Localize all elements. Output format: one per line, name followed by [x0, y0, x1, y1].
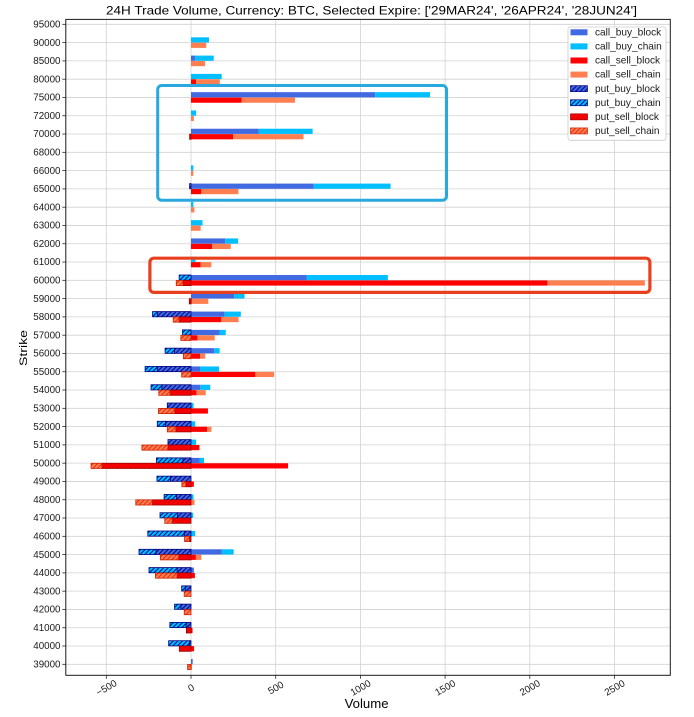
svg-text:61000: 61000	[33, 257, 61, 268]
svg-text:72000: 72000	[33, 111, 61, 122]
svg-text:45000: 45000	[33, 550, 61, 561]
svg-text:80000: 80000	[33, 74, 61, 85]
svg-text:68000: 68000	[33, 148, 61, 159]
svg-text:90000: 90000	[33, 38, 61, 49]
svg-text:39000: 39000	[33, 660, 61, 671]
svg-text:70000: 70000	[33, 129, 61, 140]
svg-text:95000: 95000	[33, 20, 61, 31]
svg-text:63000: 63000	[33, 221, 61, 232]
svg-text:call_buy_chain: call_buy_chain	[595, 41, 662, 52]
svg-text:62000: 62000	[33, 239, 61, 250]
svg-text:Strike: Strike	[18, 330, 30, 366]
svg-text:41000: 41000	[33, 623, 61, 634]
svg-text:64000: 64000	[33, 202, 61, 213]
svg-text:49000: 49000	[33, 477, 61, 488]
svg-text:40000: 40000	[33, 641, 61, 652]
svg-text:put_sell_block: put_sell_block	[595, 112, 660, 123]
svg-text:56000: 56000	[33, 349, 61, 360]
svg-text:75000: 75000	[33, 93, 61, 104]
svg-text:call_buy_block: call_buy_block	[595, 27, 662, 38]
svg-text:54000: 54000	[33, 385, 61, 396]
svg-text:48000: 48000	[33, 495, 61, 506]
svg-text:put_buy_chain: put_buy_chain	[595, 98, 661, 109]
svg-text:call_sell_block: call_sell_block	[595, 56, 661, 67]
svg-text:85000: 85000	[33, 56, 61, 67]
svg-text:43000: 43000	[33, 586, 61, 597]
svg-text:52000: 52000	[33, 422, 61, 433]
svg-text:66000: 66000	[33, 166, 61, 177]
svg-text:50000: 50000	[33, 458, 61, 469]
svg-text:put_sell_chain: put_sell_chain	[595, 126, 660, 137]
svg-text:58000: 58000	[33, 312, 61, 323]
svg-text:47000: 47000	[33, 513, 61, 524]
svg-text:60000: 60000	[33, 276, 61, 287]
svg-text:44000: 44000	[33, 568, 61, 579]
svg-text:46000: 46000	[33, 532, 61, 543]
svg-text:call_sell_chain: call_sell_chain	[595, 70, 661, 81]
svg-text:0: 0	[186, 682, 197, 695]
svg-text:24H Trade Volume, Currency: BT: 24H Trade Volume, Currency: BTC, Selecte…	[106, 3, 637, 17]
svg-text:Volume: Volume	[345, 696, 389, 711]
svg-text:53000: 53000	[33, 404, 61, 415]
svg-text:put_buy_block: put_buy_block	[595, 84, 661, 95]
svg-text:51000: 51000	[33, 440, 61, 451]
svg-text:42000: 42000	[33, 605, 61, 616]
svg-text:55000: 55000	[33, 367, 61, 378]
svg-text:57000: 57000	[33, 330, 61, 341]
svg-text:59000: 59000	[33, 294, 61, 305]
svg-text:65000: 65000	[33, 184, 61, 195]
